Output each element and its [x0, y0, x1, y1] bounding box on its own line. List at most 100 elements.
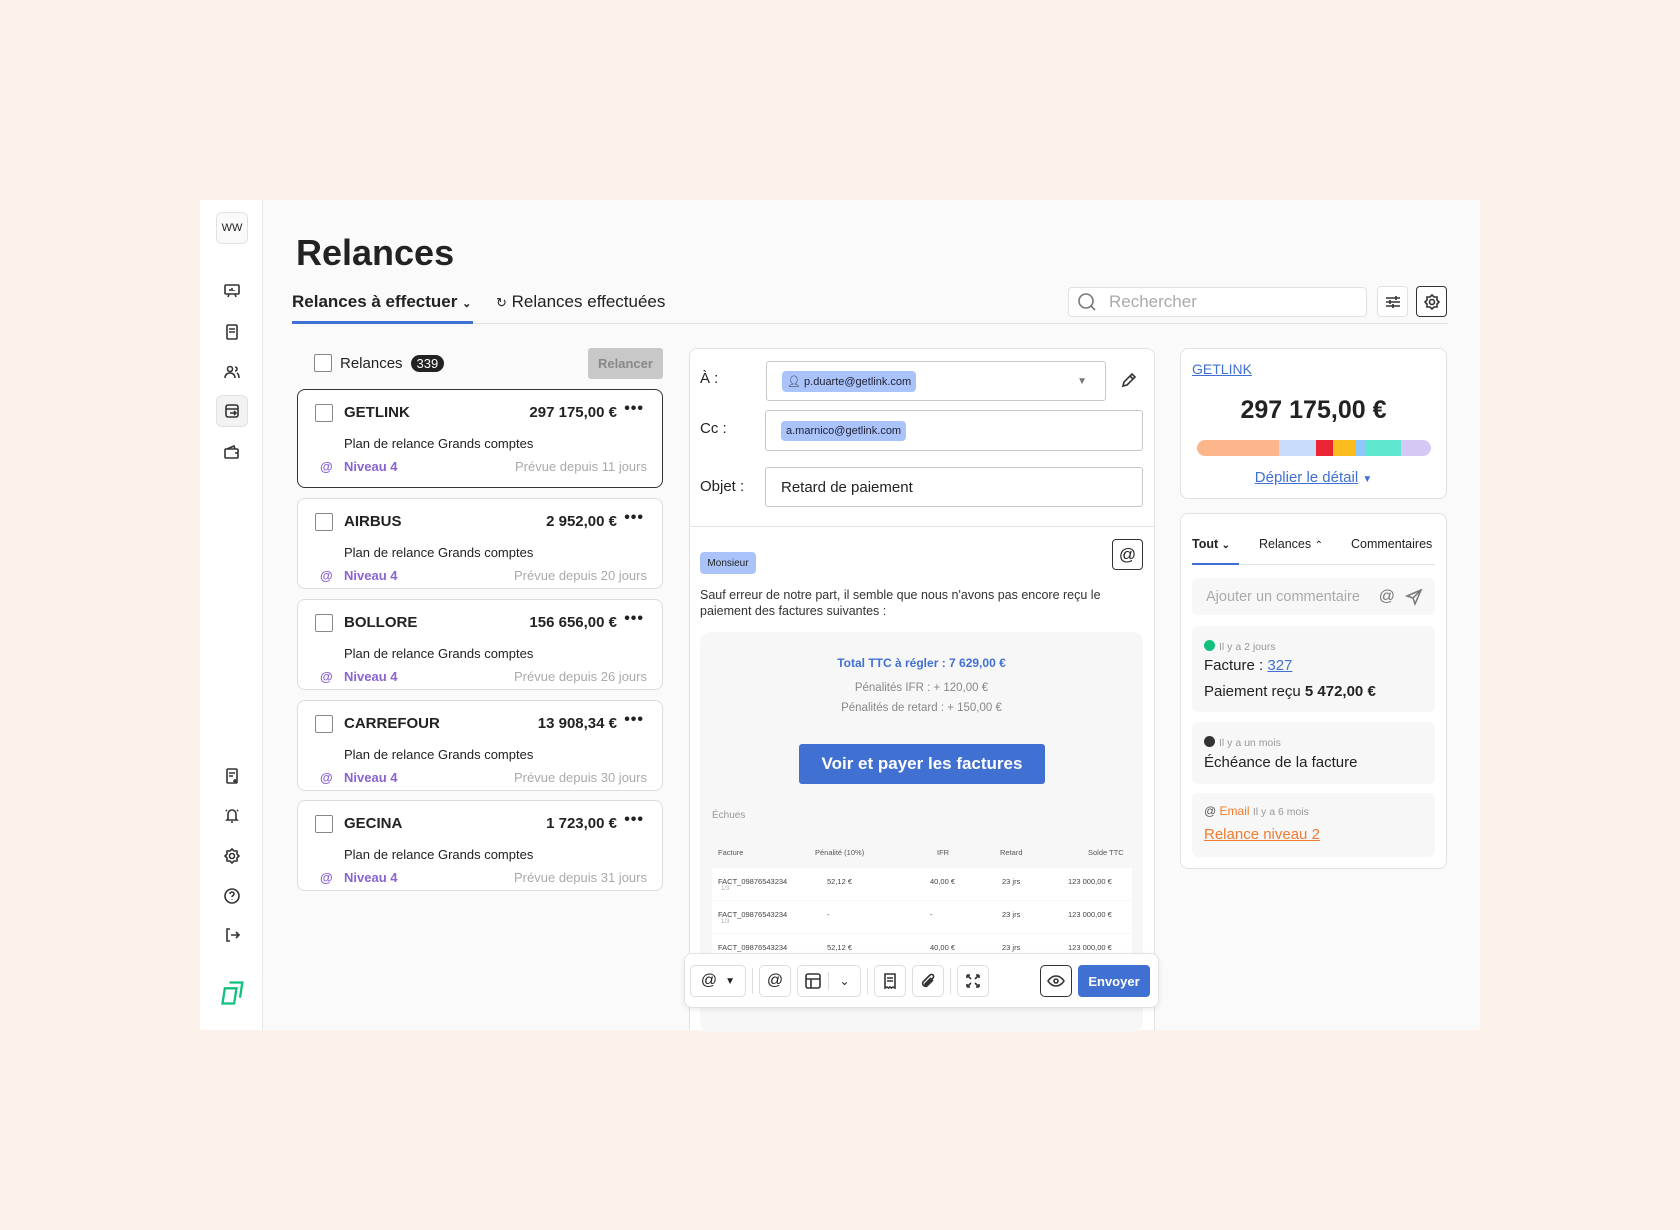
- client-amount: 13 908,34 €: [537, 715, 617, 732]
- more-options-icon[interactable]: •••: [624, 610, 644, 627]
- cc-field[interactable]: a.marnico@getlink.com: [765, 410, 1143, 451]
- chevron-down-icon: ⌄: [1221, 540, 1231, 551]
- at-icon: @: [320, 770, 333, 785]
- active-tab-indicator: [292, 321, 473, 324]
- reminder-card[interactable]: BOLLORE 156 656,00 € ••• Plan de relance…: [297, 599, 663, 690]
- reminder-plan: Plan de relance Grands comptes: [344, 747, 534, 762]
- card-checkbox[interactable]: [315, 815, 333, 833]
- payment-amount: 5 472,00 €: [1304, 683, 1376, 700]
- mention-button[interactable]: @: [759, 965, 791, 997]
- reminder-card[interactable]: AIRBUS 2 952,00 € ••• Plan de relance Gr…: [297, 498, 663, 589]
- insert-variable-dropdown[interactable]: @ ▼: [690, 965, 746, 997]
- sliders-icon: [1385, 295, 1400, 308]
- salutation-variable[interactable]: Monsieur: [700, 552, 756, 574]
- expand-label: Déplier le détail: [1254, 469, 1359, 486]
- subject-field[interactable]: Retard de paiement: [765, 467, 1143, 507]
- send-icon[interactable]: [1405, 588, 1423, 606]
- pencil-icon[interactable]: [1120, 371, 1138, 394]
- logout-icon[interactable]: [216, 919, 248, 951]
- balance: 123 000,00 €: [1068, 943, 1112, 952]
- settings-button[interactable]: [1416, 286, 1447, 317]
- filter-button[interactable]: [1377, 286, 1408, 317]
- expand-detail-button[interactable]: Déplier le détail ▼: [1180, 469, 1447, 486]
- section-label: Échues: [712, 810, 746, 821]
- refresh-icon: ↻: [496, 295, 507, 310]
- tab-divider: [1192, 564, 1435, 565]
- invoice-icon[interactable]: [216, 316, 248, 348]
- dashboard-icon[interactable]: [216, 275, 248, 307]
- bell-icon[interactable]: [216, 799, 248, 831]
- ifr-penalty: Pénalités IFR : + 120,00 €: [854, 682, 989, 694]
- attach-button[interactable]: [912, 965, 944, 997]
- dropdown-arrow-icon[interactable]: ▼: [1077, 375, 1087, 387]
- reminder-level: Niveau 4: [344, 669, 398, 684]
- reminder-card[interactable]: GETLINK 297 175,00 € ••• Plan de relance…: [297, 389, 663, 488]
- invoice-link[interactable]: 327: [1267, 657, 1293, 674]
- pay-invoices-button[interactable]: Voir et payer les factures: [799, 744, 1045, 784]
- client-amount: 297 175,00 €: [529, 404, 617, 421]
- reminder-card[interactable]: CARREFOUR 13 908,34 € ••• Plan de relanc…: [297, 700, 663, 791]
- reminders-icon[interactable]: [216, 395, 248, 427]
- notes-add-icon[interactable]: [216, 760, 248, 792]
- table-row: FACT_09876543234 1/3 - - 23 jrs 123 000,…: [712, 901, 1132, 933]
- at-icon[interactable]: @: [1378, 587, 1395, 605]
- more-options-icon[interactable]: •••: [624, 711, 644, 728]
- bar-segment: [1278, 440, 1317, 456]
- client-link[interactable]: GETLINK: [1192, 361, 1252, 377]
- help-icon[interactable]: [216, 880, 248, 912]
- more-options-icon[interactable]: •••: [624, 400, 644, 417]
- reminder-plan: Plan de relance Grands comptes: [344, 847, 534, 862]
- activity-tab-comments[interactable]: Commentaires: [1351, 537, 1432, 551]
- insert-invoice-button[interactable]: [874, 965, 906, 997]
- activity-time: Il y a un mois: [1219, 737, 1281, 749]
- reminder-card[interactable]: GECINA 1 723,00 € ••• Plan de relance Gr…: [297, 800, 663, 891]
- workspace-avatar[interactable]: WW: [216, 212, 248, 244]
- late-penalty: Pénalités de retard : + 150,00 €: [841, 702, 1002, 714]
- mention-button[interactable]: @: [1112, 539, 1143, 570]
- table-dropdown[interactable]: ⌄: [797, 965, 861, 997]
- comment-placeholder: Ajouter un commentaire: [1206, 588, 1360, 605]
- page-title: Relances: [296, 232, 455, 273]
- client-amount: 1 723,00 €: [546, 815, 617, 832]
- comment-input[interactable]: Ajouter un commentaire @: [1192, 578, 1435, 615]
- recipient-chip[interactable]: 👤︎ p.duarte@getlink.com: [782, 370, 917, 392]
- cc-chip[interactable]: a.marnico@getlink.com: [781, 420, 907, 441]
- activity-tab-all[interactable]: Tout ⌄: [1192, 537, 1230, 551]
- card-checkbox[interactable]: [315, 715, 333, 733]
- bar-segment: [1197, 440, 1279, 456]
- search-input[interactable]: Rechercher: [1068, 287, 1367, 317]
- fullscreen-button[interactable]: [957, 965, 989, 997]
- customers-icon[interactable]: [216, 356, 248, 388]
- ifr: 40,00 €: [930, 943, 956, 952]
- delay: 23 jrs: [1002, 943, 1021, 952]
- wallet-icon[interactable]: [216, 436, 248, 468]
- select-all-checkbox[interactable]: [314, 354, 332, 372]
- to-field[interactable]: 👤︎ p.duarte@getlink.com ▼: [766, 361, 1106, 401]
- column-header: Solde TTC: [1088, 848, 1124, 857]
- more-options-icon[interactable]: •••: [624, 811, 644, 828]
- chevron-down-icon: ⌄: [462, 298, 472, 310]
- tab-label: Relances effectuées: [511, 292, 666, 311]
- card-checkbox[interactable]: [315, 404, 333, 422]
- eye-icon: [1047, 975, 1065, 987]
- activity-tab-relances[interactable]: Relances ⌃: [1259, 537, 1323, 551]
- send-button[interactable]: Envoyer: [1078, 965, 1150, 997]
- email-body-text[interactable]: Sauf erreur de notre part, il semble que…: [700, 588, 1101, 618]
- bar-segment: [1400, 440, 1431, 456]
- at-icon: @: [1118, 544, 1137, 564]
- at-icon: @: [320, 459, 333, 474]
- list-header-label: Relances: [340, 354, 403, 372]
- card-checkbox[interactable]: [315, 513, 333, 531]
- settings-icon[interactable]: [216, 840, 248, 872]
- tab-relances-a-effectuer[interactable]: Relances à effectuer ⌄: [292, 292, 471, 312]
- preview-button[interactable]: [1040, 965, 1072, 997]
- activity-item: Il y a un mois Échéance de la facture: [1192, 722, 1435, 784]
- more-options-icon[interactable]: •••: [624, 509, 644, 526]
- card-checkbox[interactable]: [315, 614, 333, 632]
- relancer-button[interactable]: Relancer: [588, 348, 663, 379]
- payment-label: Paiement reçu: [1204, 683, 1301, 700]
- tab-relances-effectuees[interactable]: ↻ Relances effectuées: [496, 292, 665, 312]
- due-status: Prévue depuis 26 jours: [514, 669, 647, 684]
- reminder-link[interactable]: Relance niveau 2: [1204, 826, 1320, 843]
- caret-down-icon: ▼: [725, 975, 736, 987]
